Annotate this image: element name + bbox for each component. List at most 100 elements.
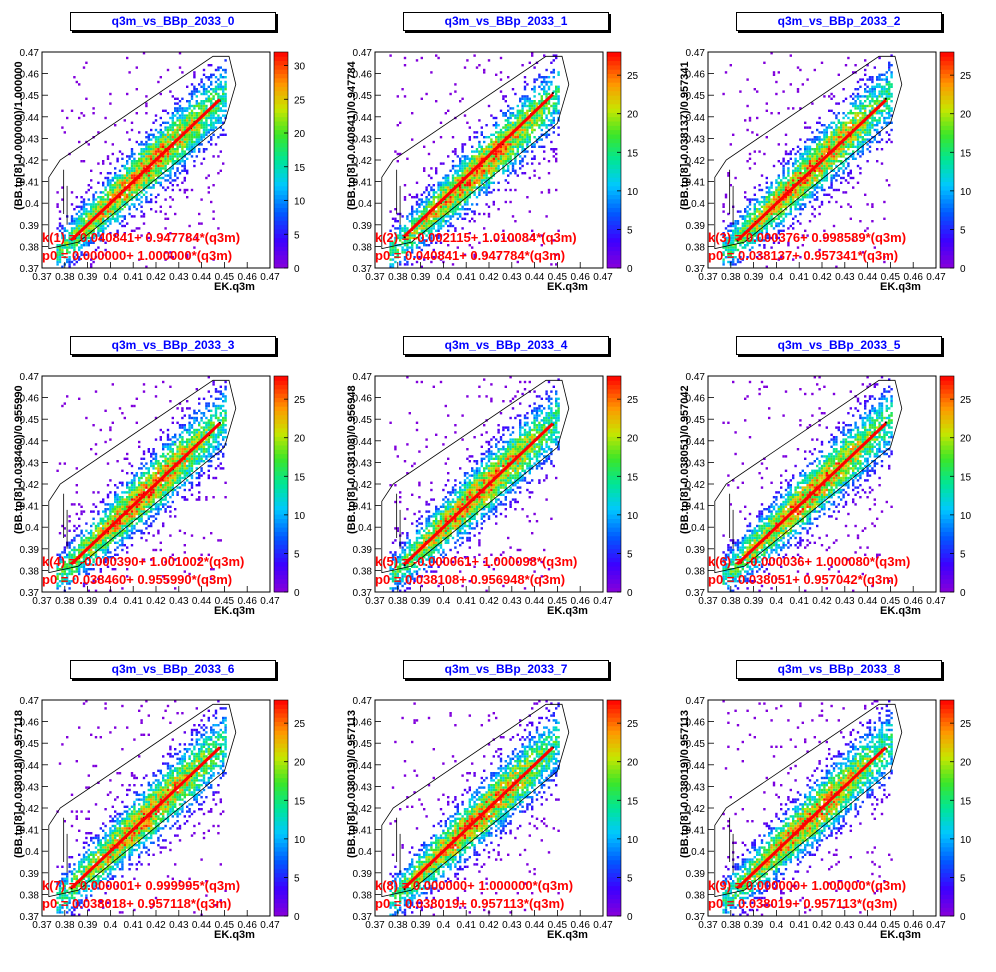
heatmap-cell <box>461 193 464 196</box>
heatmap-cell <box>856 119 860 122</box>
heatmap-cell <box>169 256 172 259</box>
heatmap-cell <box>140 148 143 151</box>
heatmap-cell <box>435 169 438 172</box>
heatmap-cell <box>734 239 737 242</box>
heatmap-cell <box>545 126 548 129</box>
palette-bin <box>274 147 288 152</box>
heatmap-cell <box>90 169 93 172</box>
heatmap-cell <box>490 160 493 163</box>
heatmap-cell <box>128 179 131 182</box>
heatmap-cell <box>66 251 69 254</box>
heatmap-cell <box>847 172 850 175</box>
heatmap-cell <box>811 164 814 168</box>
heatmap-cell <box>543 85 546 88</box>
heatmap-cell <box>837 136 840 139</box>
heatmap-cell <box>447 176 450 180</box>
heatmap-cell <box>871 90 874 93</box>
heatmap-cell <box>514 155 517 158</box>
heatmap-cell <box>128 212 131 216</box>
heatmap-cell <box>876 95 879 98</box>
heatmap-cell <box>830 167 833 170</box>
heatmap-cell <box>837 102 840 105</box>
heatmap-cell <box>181 119 184 122</box>
heatmap-cell <box>557 112 560 115</box>
heatmap-cell <box>751 198 754 201</box>
heatmap-cell <box>94 220 98 223</box>
heatmap-cell <box>804 160 807 163</box>
heatmap-cell <box>454 191 457 194</box>
heatmap-cell <box>543 88 546 91</box>
heatmap-cell <box>130 188 134 192</box>
x-tick-label: 0.41 <box>123 272 143 283</box>
heatmap-cell <box>210 114 213 117</box>
heatmap-cell <box>68 265 71 268</box>
heatmap-cell <box>818 150 821 153</box>
heatmap-cell <box>104 193 107 196</box>
heatmap-cell <box>138 160 141 163</box>
heatmap-cell <box>102 196 105 199</box>
heatmap-cell <box>890 109 893 112</box>
heatmap-cell <box>485 181 488 184</box>
heatmap-cell <box>222 68 225 72</box>
heatmap-cell <box>535 78 539 81</box>
heatmap-cell <box>403 251 407 254</box>
heatmap-cell <box>866 104 869 108</box>
heatmap-cell <box>837 150 840 153</box>
heatmap-cell <box>126 193 129 196</box>
heatmap-cell <box>840 160 843 163</box>
heatmap-cell <box>219 80 222 84</box>
heatmap-cell <box>102 198 105 201</box>
heatmap-cell <box>454 196 457 199</box>
heatmap-cell <box>756 232 759 235</box>
heatmap-cell <box>514 172 517 175</box>
heatmap-cell <box>58 244 62 247</box>
heatmap-cell <box>456 188 459 192</box>
heatmap-cell <box>145 160 148 163</box>
heatmap-cell <box>729 253 732 256</box>
heatmap-cell <box>509 150 512 153</box>
heatmap-cell <box>744 196 747 199</box>
heatmap-cell <box>97 181 100 184</box>
heatmap-cell <box>145 265 148 268</box>
heatmap-cell <box>741 217 744 220</box>
heatmap-cell <box>449 169 452 172</box>
heatmap-cell <box>224 92 227 96</box>
heatmap-cell <box>842 112 845 115</box>
heatmap-cell <box>420 227 423 230</box>
heatmap-cell <box>760 174 764 177</box>
heatmap-cell <box>543 78 546 81</box>
heatmap-cell <box>739 239 742 242</box>
heatmap-cell <box>454 188 457 192</box>
heatmap-cell <box>442 217 445 220</box>
heatmap-cell <box>174 155 177 158</box>
heatmap-cell <box>406 246 409 249</box>
heatmap-cell <box>202 104 206 108</box>
heatmap-cell <box>128 205 131 208</box>
heatmap-cell <box>722 263 725 266</box>
heatmap-cell <box>150 167 153 170</box>
heatmap-cell <box>828 95 831 98</box>
heatmap-cell <box>724 227 728 230</box>
heatmap-cell <box>133 157 136 160</box>
heatmap-cell <box>109 162 112 165</box>
fit-point <box>736 239 739 242</box>
x-tick-label: 0.45 <box>881 272 901 283</box>
heatmap-cell <box>799 184 802 187</box>
heatmap-cell <box>859 172 862 175</box>
heatmap-cell <box>126 131 129 134</box>
heatmap-cell <box>420 241 423 244</box>
heatmap-cell <box>866 64 869 67</box>
heatmap-cell <box>485 188 488 192</box>
heatmap-cell <box>844 191 848 194</box>
heatmap-cell <box>533 145 536 148</box>
heatmap-cell <box>876 104 879 108</box>
heatmap-cell <box>142 176 146 180</box>
heatmap-cell <box>219 83 222 86</box>
heatmap-cell <box>420 222 423 225</box>
heatmap-cell <box>200 85 203 88</box>
heatmap-cell <box>813 179 816 182</box>
palette-bin <box>607 60 621 66</box>
heatmap-cell <box>876 76 879 79</box>
heatmap-cell <box>744 220 747 223</box>
heatmap-cell <box>391 246 395 249</box>
